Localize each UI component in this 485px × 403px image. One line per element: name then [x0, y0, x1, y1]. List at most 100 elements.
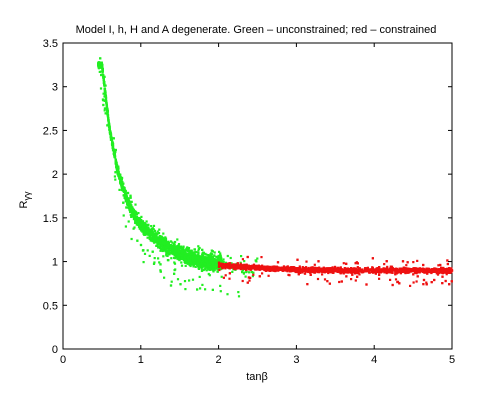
- data-point: [429, 269, 432, 272]
- data-point: [378, 269, 382, 272]
- data-point: [398, 282, 401, 285]
- data-point: [124, 191, 127, 194]
- data-point: [180, 257, 183, 260]
- data-point: [143, 223, 146, 226]
- data-point: [394, 267, 397, 270]
- data-point: [129, 196, 132, 199]
- data-point: [257, 264, 260, 267]
- data-point: [423, 271, 426, 274]
- data-point: [189, 264, 192, 268]
- data-point: [216, 256, 219, 259]
- data-point: [120, 185, 123, 188]
- data-point: [306, 283, 309, 286]
- data-point: [112, 147, 115, 150]
- data-point: [382, 267, 385, 270]
- data-point: [276, 261, 280, 264]
- data-point: [374, 272, 377, 275]
- data-point: [156, 230, 159, 233]
- data-point: [195, 260, 198, 263]
- data-point: [127, 204, 131, 208]
- data-point: [425, 283, 428, 286]
- data-point: [109, 135, 113, 138]
- data-point: [335, 269, 338, 272]
- data-point: [193, 264, 196, 267]
- data-point: [326, 270, 329, 273]
- data-point: [248, 268, 251, 271]
- data-point: [245, 265, 248, 269]
- data-point: [134, 211, 137, 214]
- data-point: [166, 250, 169, 253]
- data-point: [446, 262, 449, 266]
- data-point: [405, 270, 408, 273]
- data-point: [201, 283, 204, 286]
- data-point: [141, 227, 144, 230]
- data-point: [144, 229, 147, 232]
- data-point: [108, 128, 111, 131]
- data-point: [184, 258, 187, 261]
- data-point: [256, 266, 259, 269]
- data-point: [201, 248, 204, 251]
- data-point: [311, 266, 314, 269]
- data-point: [254, 259, 257, 262]
- data-point: [113, 156, 116, 159]
- data-point: [381, 268, 384, 271]
- data-point: [154, 233, 157, 236]
- data-point: [419, 270, 422, 273]
- data-point: [303, 272, 307, 275]
- data-point: [174, 249, 177, 252]
- data-point: [309, 271, 312, 274]
- data-point: [107, 122, 110, 125]
- data-point: [106, 110, 109, 113]
- data-point: [450, 267, 453, 270]
- data-point: [450, 269, 453, 272]
- data-point: [261, 272, 264, 275]
- data-point: [104, 94, 107, 97]
- data-point: [356, 262, 359, 265]
- data-point: [115, 161, 118, 164]
- data-point: [157, 232, 161, 235]
- data-point: [189, 257, 192, 260]
- data-point: [158, 228, 161, 231]
- data-point: [173, 261, 176, 264]
- data-point: [415, 280, 418, 283]
- data-point: [219, 261, 223, 264]
- data-point: [232, 264, 236, 268]
- data-point: [198, 257, 201, 260]
- data-point: [148, 254, 151, 257]
- data-point: [164, 249, 167, 252]
- data-point: [167, 244, 170, 247]
- data-point: [211, 258, 214, 261]
- data-point: [228, 267, 231, 270]
- data-point: [127, 220, 130, 223]
- data-point: [409, 284, 412, 287]
- data-point: [247, 264, 250, 268]
- data-point: [240, 255, 243, 258]
- data-point: [122, 182, 125, 185]
- data-point: [105, 100, 108, 103]
- data-point: [321, 269, 324, 272]
- data-point: [389, 267, 392, 270]
- data-point: [202, 268, 205, 272]
- data-point: [273, 268, 276, 271]
- data-point: [116, 172, 119, 176]
- data-point: [101, 98, 104, 101]
- data-point: [375, 270, 378, 273]
- data-point: [121, 176, 124, 179]
- data-point: [338, 280, 341, 284]
- data-point: [143, 252, 147, 255]
- data-point: [234, 265, 237, 268]
- data-point: [205, 265, 208, 268]
- data-point: [407, 270, 410, 273]
- data-point: [182, 248, 185, 251]
- data-point: [109, 130, 112, 133]
- data-point: [151, 227, 154, 230]
- data-point: [416, 275, 419, 278]
- data-point: [292, 269, 295, 272]
- data-point: [169, 240, 173, 243]
- data-point: [437, 264, 440, 267]
- data-point: [198, 260, 201, 263]
- data-point: [345, 268, 348, 271]
- data-point: [143, 233, 146, 236]
- data-point: [154, 237, 157, 240]
- data-point: [422, 268, 425, 271]
